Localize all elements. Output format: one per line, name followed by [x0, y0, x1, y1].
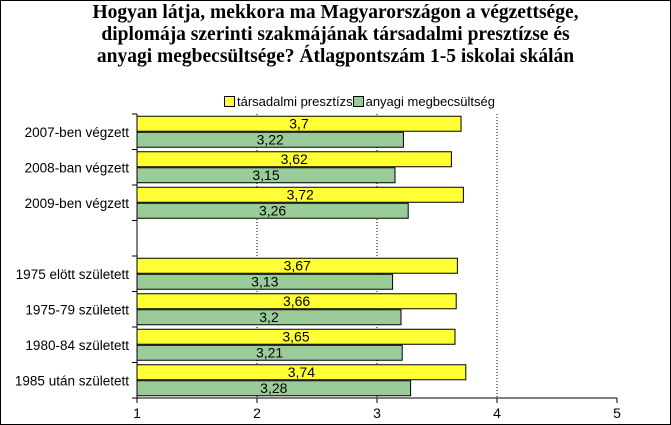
category-label-4: 1975 elött született — [16, 267, 130, 282]
x-tick-label-1: 2 — [253, 405, 261, 421]
data-label-prestige-5: 3,66 — [283, 293, 310, 309]
bar-financial-5 — [136, 309, 402, 326]
bar-financial-0 — [136, 131, 404, 148]
data-label-prestige-1: 3,62 — [281, 151, 308, 167]
data-label-financial-2: 3,26 — [259, 202, 286, 218]
category-label-7: 1985 után született — [15, 373, 129, 388]
bar-prestige-4 — [136, 257, 458, 274]
data-label-financial-0: 3,22 — [257, 131, 284, 147]
bar-financial-6 — [136, 344, 403, 361]
data-label-financial-5: 3,2 — [259, 309, 279, 325]
legend-swatch-financial — [352, 95, 364, 107]
category-label-2: 2009-ben végzett — [25, 196, 130, 211]
data-label-financial-7: 3,28 — [260, 380, 287, 396]
bar-financial-2 — [136, 202, 409, 219]
data-label-prestige-4: 3,67 — [284, 257, 311, 273]
category-label-5: 1975-79 született — [25, 302, 129, 317]
bar-financial-4 — [136, 273, 394, 290]
legend-item-financial: anyagi megbecsültség — [352, 93, 495, 109]
x-tick-label-2: 3 — [373, 405, 381, 421]
data-label-prestige-6: 3,65 — [282, 328, 309, 344]
legend-label-financial: anyagi megbecsültség — [365, 93, 495, 109]
bar-financial-1 — [136, 167, 396, 184]
data-label-financial-4: 3,13 — [251, 273, 278, 289]
data-label-financial-6: 3,21 — [256, 344, 283, 360]
category-label-6: 1980-84 született — [25, 338, 129, 353]
legend-item-prestige: társadalmi presztízs — [224, 94, 353, 109]
bar-prestige-2 — [136, 186, 464, 203]
category-label-0: 2007-ben végzett — [25, 125, 130, 140]
data-label-prestige-2: 3,72 — [287, 186, 314, 202]
bar-prestige-0 — [136, 115, 462, 132]
x-tick-label-0: 1 — [133, 405, 141, 421]
x-tick-label-3: 4 — [493, 405, 501, 421]
legend-swatch-prestige — [224, 95, 235, 107]
bar-financial-7 — [136, 380, 412, 397]
bar-prestige-1 — [136, 151, 452, 168]
category-label-1: 2008-ban végzett — [25, 160, 130, 175]
x-tick-label-4: 5 — [613, 405, 621, 421]
title-line-2: diplomája szerinti szakmájának társadalm… — [101, 24, 570, 45]
data-label-financial-1: 3,15 — [252, 167, 279, 183]
bar-prestige-6 — [136, 328, 456, 345]
bar-prestige-7 — [136, 364, 467, 381]
chart-legend: társadalmi presztízs anyagi megbecsültsé… — [224, 92, 495, 110]
data-label-prestige-0: 3,7 — [289, 115, 309, 131]
bar-prestige-5 — [136, 293, 457, 310]
legend-label-prestige: társadalmi presztízs — [237, 93, 353, 109]
data-label-prestige-7: 3,74 — [288, 364, 315, 380]
chart-title: Hogyan látja, mekkora ma Magyarországon … — [0, 2, 671, 68]
title-line-1: Hogyan látja, mekkora ma Magyarországon … — [92, 2, 579, 23]
title-line-3: anyagi megbecsültsége? Átlagpontszám 1-5… — [96, 46, 575, 67]
